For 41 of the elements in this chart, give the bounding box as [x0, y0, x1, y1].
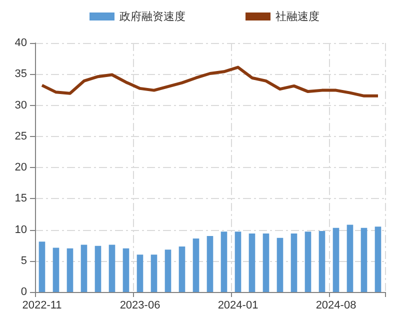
- bar: [136, 254, 144, 292]
- bar: [192, 238, 200, 292]
- bar: [206, 236, 214, 292]
- bar: [276, 238, 284, 292]
- bar: [178, 246, 186, 292]
- bar: [262, 233, 270, 292]
- legend-label: 政府融资速度: [120, 10, 186, 23]
- x-tick-label: 2024-08: [316, 300, 356, 312]
- x-tick-label: 2023-06: [120, 300, 160, 312]
- bar: [234, 232, 242, 292]
- bar: [374, 226, 382, 292]
- y-tick-label: 30: [14, 99, 27, 112]
- y-tick-label: 20: [14, 162, 27, 174]
- y-tick-label: 15: [14, 192, 27, 205]
- y-tick-label: 25: [14, 130, 27, 142]
- legend-label: 社融速度: [276, 10, 320, 23]
- line-series: [40, 66, 380, 98]
- bar: [346, 224, 354, 292]
- bar: [122, 248, 130, 292]
- bar: [304, 232, 312, 292]
- bar: [360, 228, 368, 292]
- bar: [318, 230, 326, 292]
- bar: [164, 250, 172, 292]
- y-tick-label: 5: [20, 254, 27, 267]
- bar: [108, 244, 116, 292]
- bar: [66, 248, 74, 292]
- bar: [94, 246, 102, 292]
- y-tick-label: 0: [20, 286, 27, 298]
- bar: [52, 248, 60, 292]
- x-tick-label: 2022-11: [22, 300, 62, 312]
- y-tick-label: 35: [14, 68, 27, 80]
- x-tick-label: 2024-01: [218, 300, 258, 312]
- bar: [150, 254, 158, 292]
- bar: [80, 244, 88, 292]
- bar: [38, 242, 46, 292]
- y-tick-label: 40: [14, 37, 27, 49]
- bar: [220, 232, 228, 292]
- bar: [290, 233, 298, 292]
- bar: [248, 233, 256, 292]
- y-tick-label: 10: [14, 224, 27, 236]
- bar: [332, 228, 340, 292]
